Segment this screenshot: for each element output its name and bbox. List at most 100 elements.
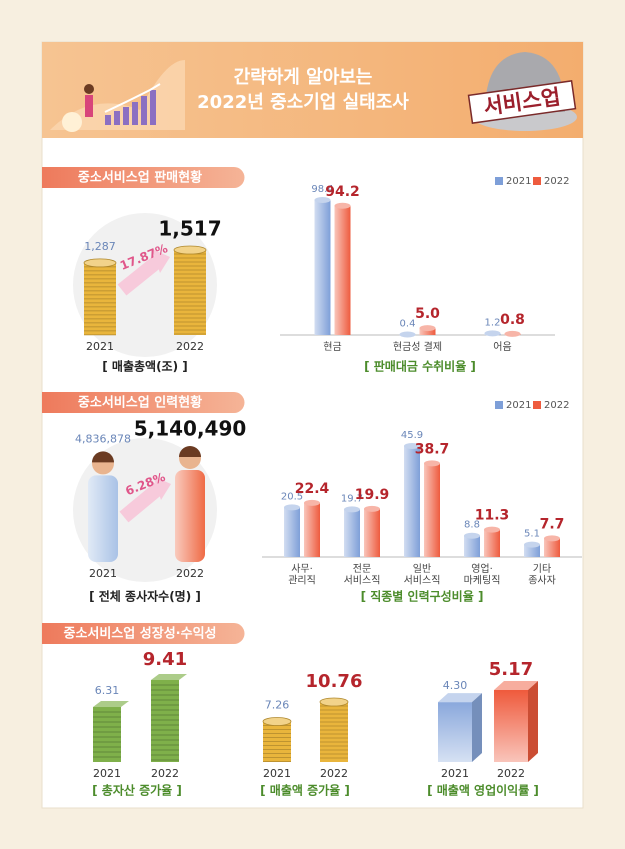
person-hair <box>92 451 114 463</box>
value-label: 11.3 <box>475 508 510 524</box>
bar <box>524 544 540 557</box>
header-deco-bar <box>114 111 120 125</box>
bar-top <box>284 504 300 511</box>
money-top <box>93 701 129 708</box>
x-tick-label: 2021 <box>263 767 291 780</box>
x-tick-label: 현금 <box>323 341 341 353</box>
x-tick-label: 2021 <box>89 567 117 580</box>
x-tick-label: 2021 <box>86 340 114 353</box>
value-label: 9.41 <box>143 649 187 670</box>
chart-caption: [ 판매대금 수취비율 ] <box>364 359 476 374</box>
badge-ribbon <box>467 80 577 124</box>
coin-stack <box>174 250 206 335</box>
growth-arrow <box>117 255 163 296</box>
money-top <box>151 674 187 680</box>
bar-top <box>314 197 331 203</box>
box-top <box>438 693 482 703</box>
header-deco-bar <box>123 107 129 125</box>
box-side <box>472 693 482 762</box>
bar <box>464 535 480 557</box>
chart-caption: [ 매출총액(조) ] <box>102 359 188 374</box>
x-tick-label: 2022 <box>320 767 348 780</box>
x-tick-label: 전문 서비스직 <box>344 563 381 587</box>
x-tick-label: 기타 종사자 <box>528 563 556 587</box>
coin-top <box>319 697 349 707</box>
header-deco-bar <box>141 96 147 125</box>
money-stack <box>151 680 179 762</box>
bar-top <box>484 330 501 337</box>
bar <box>284 507 300 557</box>
bar <box>344 509 360 557</box>
bar <box>484 529 500 557</box>
value-label: 5.17 <box>489 659 533 680</box>
value-label: 6.31 <box>95 684 120 697</box>
bar-top <box>524 541 540 548</box>
value-label: 19.7 <box>341 493 363 504</box>
coin-stack <box>320 702 348 762</box>
x-tick-label: 2021 <box>93 767 121 780</box>
value-label: 22.4 <box>295 481 330 497</box>
chart-caption: [ 전체 종사자수(명) ] <box>89 589 201 604</box>
x-tick-label: 2021 <box>441 767 469 780</box>
legend-swatch <box>533 401 541 409</box>
bar <box>334 205 351 335</box>
bar-top <box>504 330 521 337</box>
bar <box>544 538 560 557</box>
x-tick-label: 어음 <box>493 341 511 353</box>
header-deco-bar <box>150 90 156 125</box>
header-title: 간략하게 알아보는 <box>234 67 373 88</box>
person-hair <box>179 446 201 457</box>
header-figure <box>85 95 93 117</box>
value-label: 8.8 <box>464 520 480 531</box>
value-label: 4,836,878 <box>75 432 131 445</box>
chart-caption: [ 매출액 증가율 ] <box>260 783 350 798</box>
value-label: 0.4 <box>400 318 416 329</box>
growth-arrow <box>119 482 164 523</box>
header-figure-head <box>84 84 94 94</box>
value-label: 98.4 <box>311 184 333 195</box>
bar <box>424 463 440 557</box>
header-deco-bar <box>132 102 138 125</box>
section-title: 중소서비스업 인력현황 <box>78 395 202 411</box>
bar-top <box>399 331 416 338</box>
coin-top <box>262 717 292 726</box>
value-label: 7.7 <box>540 516 565 532</box>
growth-arrow-head <box>153 476 171 500</box>
section-tab <box>42 392 245 413</box>
x-tick-label: 2022 <box>497 767 525 780</box>
x-tick-label: 일반 서비스직 <box>404 563 441 587</box>
legend-swatch <box>495 177 503 185</box>
value-label: 10.76 <box>306 671 363 692</box>
chart-caption: [ 직종별 인력구성비율 ] <box>361 589 484 604</box>
value-label: 7.26 <box>265 699 290 712</box>
value-label: 20.5 <box>281 491 303 502</box>
bar-top <box>424 460 440 467</box>
x-tick-label: 사무· 관리직 <box>288 563 316 587</box>
bar-top <box>544 535 560 542</box>
section-tab <box>42 167 245 188</box>
value-label: 0.8 <box>500 312 525 328</box>
section-tab <box>42 623 245 644</box>
header-sun <box>62 112 82 132</box>
bar-top <box>419 325 436 332</box>
x-tick-label: 2022 <box>151 767 179 780</box>
value-label: 1,287 <box>84 240 116 253</box>
bar-top <box>304 499 320 506</box>
box-front <box>494 690 528 762</box>
legend-label: 2021 <box>506 400 531 411</box>
coin-top <box>173 245 207 255</box>
legend-swatch <box>533 177 541 185</box>
coin-top <box>83 258 117 268</box>
bar-top <box>364 505 380 512</box>
legend-swatch <box>495 401 503 409</box>
x-tick-label: 2022 <box>176 340 204 353</box>
value-label: 5,140,490 <box>134 417 247 441</box>
bar <box>304 502 320 557</box>
legend-label: 2021 <box>506 176 531 187</box>
growth-arrow-head <box>152 249 170 273</box>
bar <box>314 200 331 335</box>
value-label: 94.2 <box>325 184 360 200</box>
value-label: 1,517 <box>158 217 221 241</box>
